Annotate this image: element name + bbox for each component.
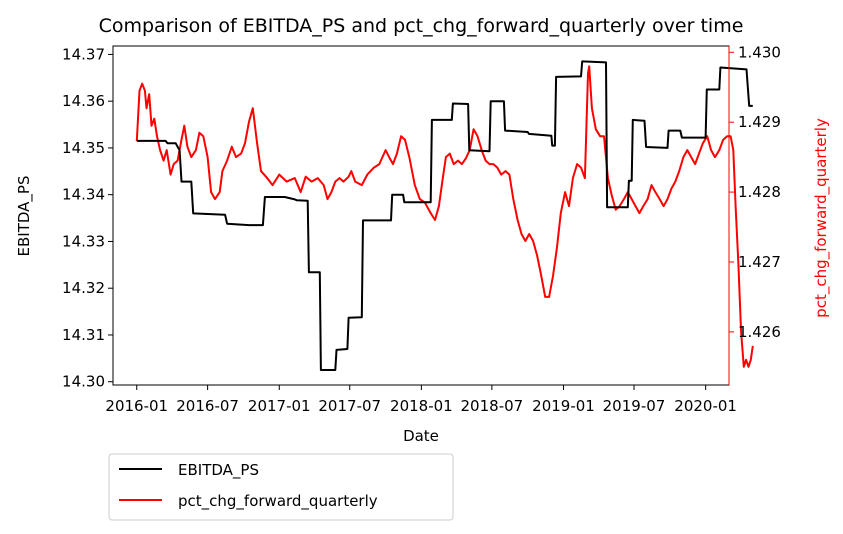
y-left-tick-label: 14.30	[62, 373, 105, 391]
x-tick-label: 2019-01	[532, 397, 595, 415]
y-right-tick-label: 1.426	[738, 323, 781, 341]
y-left-tick-label: 14.33	[62, 232, 105, 250]
legend: EBITDA_PS pct_chg_forward_quarterly	[108, 453, 454, 521]
x-axis: 2016-01 2016-07 2017-01 2017-07 2018-01 2018-…	[105, 385, 737, 415]
x-tick-label: 2020-01	[674, 397, 737, 415]
x-tick-label: 2017-01	[248, 397, 311, 415]
y-left-tick-label: 14.37	[62, 45, 105, 63]
y-right-tick-label: 1.427	[738, 253, 781, 271]
y-left-tick-label: 14.31	[62, 326, 105, 344]
x-tick-label: 2018-01	[390, 397, 453, 415]
legend-box	[108, 453, 454, 521]
legend-label-ebitda: EBITDA_PS	[178, 461, 259, 480]
x-axis-title: Date	[403, 427, 439, 445]
y-left-tick-label: 14.35	[62, 139, 105, 157]
x-tick-label: 2018-07	[461, 397, 524, 415]
y-left-tick-label: 14.36	[62, 92, 105, 110]
x-tick-label: 2016-01	[105, 397, 168, 415]
y-right-tick-label: 1.428	[738, 183, 781, 201]
y-axis-left-title: EBITDA_PS	[15, 176, 34, 257]
y-left-tick-label: 14.32	[62, 279, 105, 297]
x-tick-label: 2017-07	[318, 397, 381, 415]
x-tick-label: 2019-07	[603, 397, 666, 415]
chart-title: Comparison of EBITDA_PS and pct_chg_forw…	[99, 15, 744, 37]
series-line-pct-chg-forward-quarterly	[135, 65, 754, 368]
y-axis-right: 1.426 1.427 1.428 1.429 1.430	[729, 43, 781, 341]
y-axis-left: 14.30 14.31 14.32 14.33 14.34 14.35 14.36 14.37	[62, 45, 113, 391]
legend-label-pct-chg: pct_chg_forward_quarterly	[178, 492, 378, 511]
y-axis-right-title: pct_chg_forward_quarterly	[812, 118, 831, 318]
y-left-tick-label: 14.34	[62, 186, 105, 204]
series-line-ebitda-ps	[136, 60, 753, 371]
y-right-tick-label: 1.429	[738, 113, 781, 131]
series-layer	[135, 60, 754, 371]
y-right-tick-label: 1.430	[738, 43, 781, 61]
x-tick-label: 2016-07	[176, 397, 239, 415]
